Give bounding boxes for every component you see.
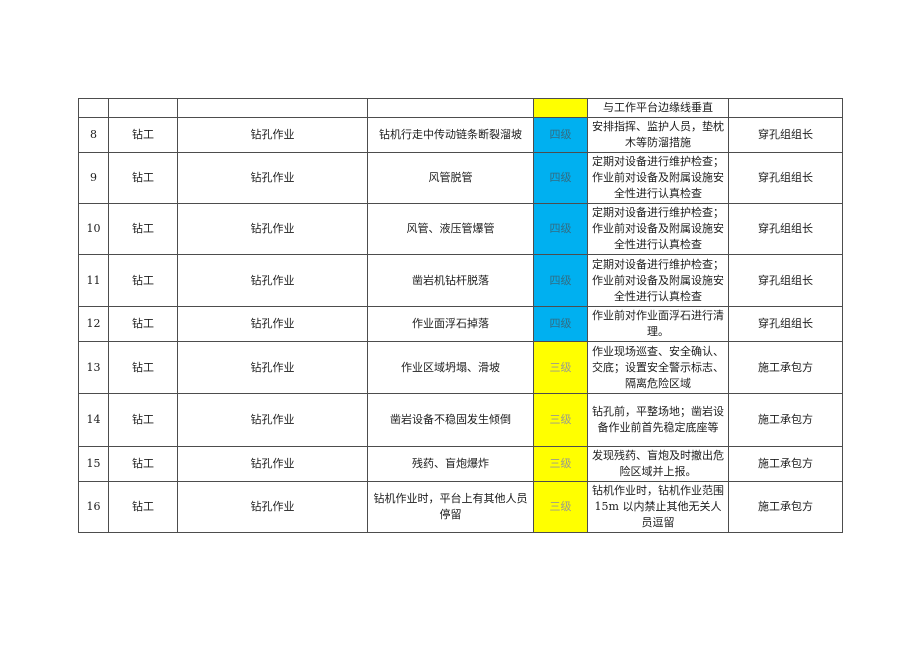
risk-assessment-table: 与工作平台边缘线垂直 8 钻工 钻孔作业 钻机行走中传动链条断裂溜坡 四级 安排… bbox=[78, 98, 843, 533]
cell-worker-type: 钻工 bbox=[108, 306, 178, 342]
cell-responsible-party: 施工承包方 bbox=[728, 446, 843, 482]
table-row: 9 钻工 钻孔作业 风管脱管 四级 定期对设备进行维护检查；作业前对设备及附属设… bbox=[78, 152, 843, 204]
cell-worker-type: 钻工 bbox=[108, 341, 178, 394]
cell-operation: 钻孔作业 bbox=[177, 481, 368, 533]
cell-responsible-party: 穿孔组组长 bbox=[728, 306, 843, 342]
cell-operation: 钻孔作业 bbox=[177, 203, 368, 255]
cell-worker-type: 钻工 bbox=[108, 481, 178, 533]
cell-control-measures: 钻机作业时，钻机作业范围15m 以内禁止其他无关人员逗留 bbox=[587, 481, 729, 533]
cell-hazard: 作业面浮石掉落 bbox=[367, 306, 534, 342]
cell-operation bbox=[177, 98, 368, 118]
cell-operation: 钻孔作业 bbox=[177, 306, 368, 342]
cell-control-measures: 作业前对作业面浮石进行清理。 bbox=[587, 306, 729, 342]
cell-seq bbox=[78, 98, 109, 118]
table-row: 16 钻工 钻孔作业 钻机作业时，平台上有其他人员停留 三级 钻机作业时，钻机作… bbox=[78, 481, 843, 533]
cell-seq: 14 bbox=[78, 393, 109, 447]
cell-worker-type: 钻工 bbox=[108, 446, 178, 482]
cell-risk-level: 三级 bbox=[533, 446, 588, 482]
cell-responsible-party: 施工承包方 bbox=[728, 393, 843, 447]
cell-control-measures: 安排指挥、监护人员，垫枕木等防溜措施 bbox=[587, 117, 729, 153]
cell-seq: 12 bbox=[78, 306, 109, 342]
table-row: 11 钻工 钻孔作业 凿岩机钻杆脱落 四级 定期对设备进行维护检查；作业前对设备… bbox=[78, 254, 843, 307]
cell-control-measures: 定期对设备进行维护检查；作业前对设备及附属设施安全性进行认真检查 bbox=[587, 254, 729, 307]
cell-control-measures: 作业现场巡查、安全确认、交底；设置安全警示标志、隔离危险区域 bbox=[587, 341, 729, 394]
cell-hazard: 残药、盲炮爆炸 bbox=[367, 446, 534, 482]
table-row: 10 钻工 钻孔作业 风管、液压管爆管 四级 定期对设备进行维护检查；作业前对设… bbox=[78, 203, 843, 255]
cell-responsible-party: 施工承包方 bbox=[728, 341, 843, 394]
cell-worker-type: 钻工 bbox=[108, 393, 178, 447]
cell-worker-type: 钻工 bbox=[108, 203, 178, 255]
cell-operation: 钻孔作业 bbox=[177, 117, 368, 153]
cell-risk-level: 四级 bbox=[533, 152, 588, 204]
table-row: 与工作平台边缘线垂直 bbox=[78, 98, 843, 118]
cell-operation: 钻孔作业 bbox=[177, 152, 368, 204]
cell-operation: 钻孔作业 bbox=[177, 254, 368, 307]
cell-responsible-party: 施工承包方 bbox=[728, 481, 843, 533]
cell-control-measures: 钻孔前，平整场地；凿岩设备作业前首先稳定底座等 bbox=[587, 393, 729, 447]
cell-seq: 16 bbox=[78, 481, 109, 533]
cell-control-measures: 发现残药、盲炮及时撤出危险区域并上报。 bbox=[587, 446, 729, 482]
cell-operation: 钻孔作业 bbox=[177, 341, 368, 394]
cell-responsible-party bbox=[728, 98, 843, 118]
cell-hazard: 钻机行走中传动链条断裂溜坡 bbox=[367, 117, 534, 153]
cell-risk-level bbox=[533, 98, 588, 118]
cell-seq: 10 bbox=[78, 203, 109, 255]
cell-worker-type bbox=[108, 98, 178, 118]
cell-control-measures: 定期对设备进行维护检查；作业前对设备及附属设施安全性进行认真检查 bbox=[587, 152, 729, 204]
cell-seq: 13 bbox=[78, 341, 109, 394]
cell-responsible-party: 穿孔组组长 bbox=[728, 203, 843, 255]
cell-hazard: 凿岩机钻杆脱落 bbox=[367, 254, 534, 307]
cell-risk-level: 三级 bbox=[533, 393, 588, 447]
cell-control-measures: 定期对设备进行维护检查；作业前对设备及附属设施安全性进行认真检查 bbox=[587, 203, 729, 255]
cell-hazard: 作业区域坍塌、滑坡 bbox=[367, 341, 534, 394]
cell-operation: 钻孔作业 bbox=[177, 393, 368, 447]
cell-seq: 9 bbox=[78, 152, 109, 204]
cell-seq: 15 bbox=[78, 446, 109, 482]
cell-hazard: 钻机作业时，平台上有其他人员停留 bbox=[367, 481, 534, 533]
cell-hazard bbox=[367, 98, 534, 118]
cell-worker-type: 钻工 bbox=[108, 152, 178, 204]
cell-risk-level: 四级 bbox=[533, 117, 588, 153]
cell-worker-type: 钻工 bbox=[108, 117, 178, 153]
cell-risk-level: 三级 bbox=[533, 481, 588, 533]
table-row: 14 钻工 钻孔作业 凿岩设备不稳固发生倾倒 三级 钻孔前，平整场地；凿岩设备作… bbox=[78, 393, 843, 447]
table-row: 12 钻工 钻孔作业 作业面浮石掉落 四级 作业前对作业面浮石进行清理。 穿孔组… bbox=[78, 306, 843, 342]
cell-responsible-party: 穿孔组组长 bbox=[728, 152, 843, 204]
cell-control-measures: 与工作平台边缘线垂直 bbox=[587, 98, 729, 118]
cell-seq: 11 bbox=[78, 254, 109, 307]
cell-risk-level: 四级 bbox=[533, 254, 588, 307]
cell-worker-type: 钻工 bbox=[108, 254, 178, 307]
table-row: 13 钻工 钻孔作业 作业区域坍塌、滑坡 三级 作业现场巡查、安全确认、交底；设… bbox=[78, 341, 843, 394]
cell-responsible-party: 穿孔组组长 bbox=[728, 117, 843, 153]
cell-hazard: 风管、液压管爆管 bbox=[367, 203, 534, 255]
cell-risk-level: 四级 bbox=[533, 203, 588, 255]
table-row: 8 钻工 钻孔作业 钻机行走中传动链条断裂溜坡 四级 安排指挥、监护人员，垫枕木… bbox=[78, 117, 843, 153]
cell-risk-level: 三级 bbox=[533, 341, 588, 394]
cell-seq: 8 bbox=[78, 117, 109, 153]
cell-hazard: 凿岩设备不稳固发生倾倒 bbox=[367, 393, 534, 447]
cell-responsible-party: 穿孔组组长 bbox=[728, 254, 843, 307]
cell-hazard: 风管脱管 bbox=[367, 152, 534, 204]
cell-operation: 钻孔作业 bbox=[177, 446, 368, 482]
cell-risk-level: 四级 bbox=[533, 306, 588, 342]
table-row: 15 钻工 钻孔作业 残药、盲炮爆炸 三级 发现残药、盲炮及时撤出危险区域并上报… bbox=[78, 446, 843, 482]
